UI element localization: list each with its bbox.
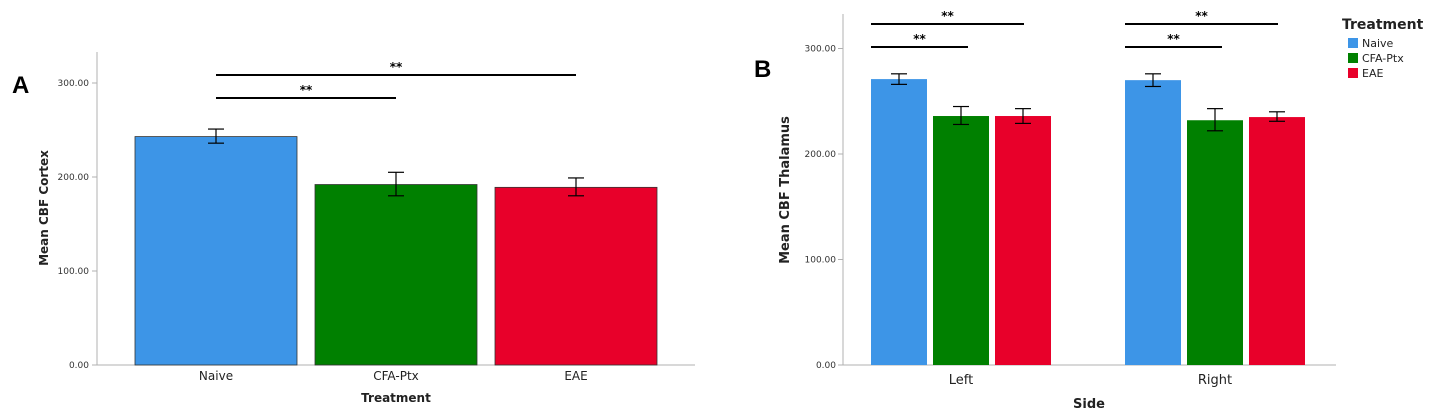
legend-item-cfa-ptx: CFA-Ptx <box>1348 52 1404 65</box>
significance-left-naive-eae: ** <box>871 9 1024 25</box>
error-bar-left-eae <box>1015 108 1031 125</box>
chart-b-y-axis-label: Mean CBF Thalamus <box>778 116 793 264</box>
significance-naive-cfa-ptx-label: ** <box>300 83 313 97</box>
error-bar-left-cfa-ptx <box>953 105 969 126</box>
significance-right-naive-eae-label: ** <box>1195 9 1208 23</box>
legend-swatch-cfa-ptx <box>1348 53 1358 63</box>
x-tick-label-right: Right <box>1198 373 1232 388</box>
error-bar-right-eae <box>1269 111 1285 122</box>
chart-a-y-tick-label: 200.00 <box>58 173 90 183</box>
legend-label-eae: EAE <box>1362 67 1383 80</box>
legend-label-naive: Naive <box>1362 37 1394 50</box>
chart-a-y-tick-label: 0.00 <box>69 361 89 371</box>
error-bar-right-naive <box>1145 73 1161 88</box>
error-bar-naive <box>208 128 224 144</box>
bar-right-eae <box>1249 117 1305 365</box>
x-tick-label-cfa-ptx: CFA-Ptx <box>373 369 419 383</box>
significance-right-naive-cfa-ptx-label: ** <box>1167 32 1180 46</box>
chart-b-y-tick-label: 0.00 <box>816 361 836 371</box>
x-tick-label-naive: Naive <box>199 369 233 383</box>
bar-eae <box>494 186 658 366</box>
legend-item-eae: EAE <box>1348 67 1383 80</box>
panel-a-label: A <box>12 72 29 99</box>
bar-left-eae <box>995 116 1051 366</box>
panel-b-label: B <box>754 56 771 83</box>
chart-b: B 0.00 100.00 200.00 300.00 ** ** ** ** Left Ri… <box>754 9 1424 412</box>
significance-naive-eae-label: ** <box>390 60 403 74</box>
chart-a-y-tick-label: 300.00 <box>58 79 90 89</box>
x-tick-label-left: Left <box>949 373 973 388</box>
bar-naive <box>134 136 298 366</box>
x-tick-label-eae: EAE <box>564 369 587 383</box>
legend-item-naive: Naive <box>1348 37 1394 50</box>
error-bar-cfa-ptx <box>388 171 404 197</box>
significance-right-naive-cfa-ptx: ** <box>1125 32 1222 48</box>
chart-b-x-axis-label: Side <box>1073 397 1105 412</box>
bar-left-naive <box>871 79 927 365</box>
chart-b-legend: Treatment Naive CFA-Ptx EAE <box>1342 17 1424 80</box>
legend-label-cfa-ptx: CFA-Ptx <box>1362 52 1404 65</box>
significance-naive-eae: ** <box>216 60 576 76</box>
legend-title: Treatment <box>1342 17 1424 33</box>
chart-a-y-axis-label: Mean CBF Cortex <box>37 150 51 266</box>
bar-right-naive <box>1125 80 1181 366</box>
error-bar-right-cfa-ptx <box>1207 108 1223 132</box>
chart-a-y-tick-label: 100.00 <box>58 267 90 277</box>
error-bar-eae <box>568 177 584 197</box>
error-bar-left-naive <box>891 73 907 85</box>
chart-b-y-tick-label: 300.00 <box>805 45 837 55</box>
chart-b-y-tick-label: 100.00 <box>805 256 837 266</box>
bar-right-cfa-ptx <box>1187 120 1243 366</box>
significance-naive-cfa-ptx: ** <box>216 83 396 99</box>
significance-right-naive-eae: ** <box>1125 9 1278 25</box>
legend-swatch-eae <box>1348 68 1358 78</box>
chart-b-y-tick-label: 200.00 <box>805 150 837 160</box>
significance-left-naive-cfa-ptx: ** <box>871 32 968 48</box>
significance-left-naive-eae-label: ** <box>941 9 954 23</box>
significance-left-naive-cfa-ptx-label: ** <box>913 32 926 46</box>
chart-a: A 0.00 100.00 200.00 300.00 ** ** Naive CFA-P… <box>12 52 695 405</box>
chart-a-x-axis-label: Treatment <box>361 391 431 405</box>
legend-swatch-naive <box>1348 38 1358 48</box>
bar-left-cfa-ptx <box>933 116 989 366</box>
bar-cfa-ptx <box>314 184 478 366</box>
